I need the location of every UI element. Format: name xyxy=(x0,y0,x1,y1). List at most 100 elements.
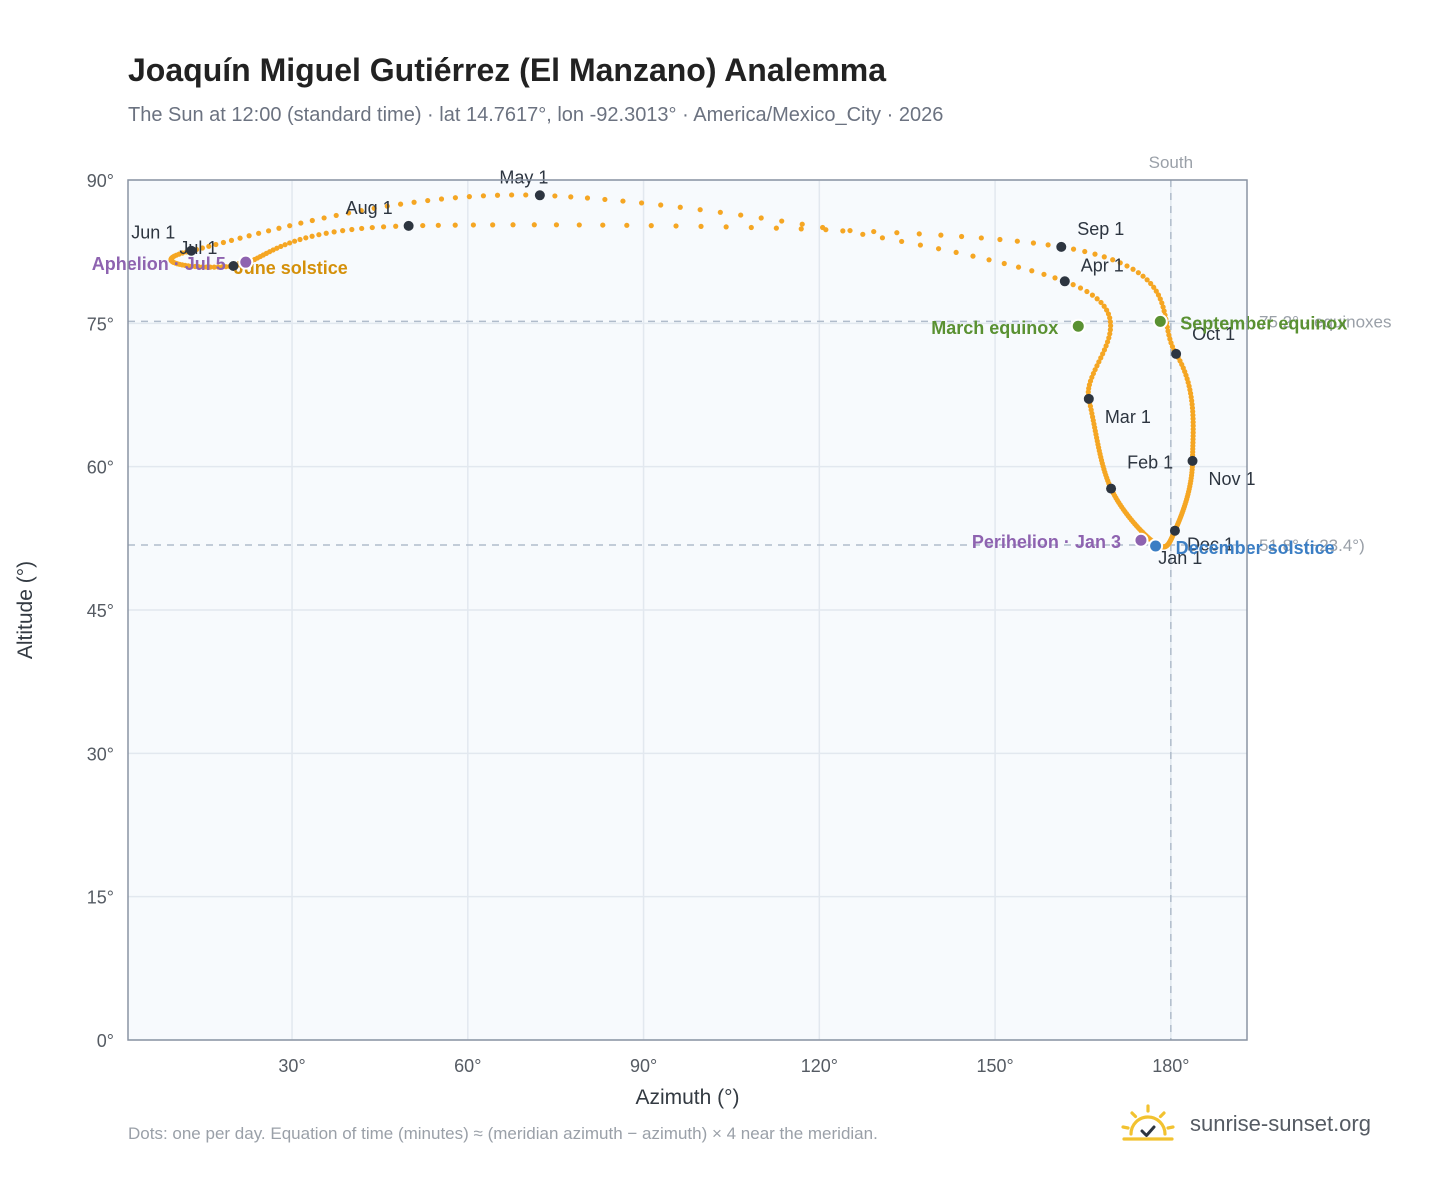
daily-dot xyxy=(1029,268,1035,274)
daily-dot xyxy=(576,222,582,228)
daily-dot xyxy=(1166,332,1172,338)
daily-dot xyxy=(228,237,235,243)
plot-frame xyxy=(127,179,1248,1041)
month-marker-label: Mar 1 xyxy=(1105,407,1151,427)
daily-dot xyxy=(303,235,309,241)
daily-dot xyxy=(1104,339,1111,345)
daily-dot xyxy=(894,230,900,236)
daily-dot xyxy=(1094,363,1100,369)
daily-dot xyxy=(798,226,804,232)
daily-dot xyxy=(1045,242,1051,248)
daily-dot xyxy=(673,223,679,229)
daily-dot xyxy=(799,221,805,227)
daily-dot xyxy=(435,222,441,228)
chart-subtitle: The Sun at 12:00 (standard time) · lat 1… xyxy=(128,104,944,126)
daily-dot xyxy=(523,192,529,198)
daily-dot xyxy=(677,204,683,210)
event-marker xyxy=(1148,538,1164,554)
daily-dot xyxy=(1155,292,1162,298)
daily-dot xyxy=(358,207,364,214)
event-marker xyxy=(238,254,254,270)
daily-dot xyxy=(420,222,426,229)
daily-dot xyxy=(331,229,337,235)
daily-dot xyxy=(531,222,537,228)
daily-dot xyxy=(879,235,886,241)
month-marker xyxy=(1171,348,1182,359)
daily-dot xyxy=(316,232,322,238)
daily-dot xyxy=(1140,273,1146,279)
daily-dot xyxy=(237,235,243,241)
daily-dot xyxy=(1041,271,1047,277)
daily-dot xyxy=(1107,327,1113,333)
daily-dot xyxy=(1098,355,1104,361)
daily-dot xyxy=(1101,303,1107,309)
daily-dot xyxy=(1124,263,1130,269)
month-marker-label: Feb 1 xyxy=(1127,453,1173,473)
daily-dot xyxy=(958,233,965,240)
daily-dot xyxy=(600,222,606,228)
daily-dot xyxy=(1153,288,1159,294)
x-tick-label: 180° xyxy=(1152,1056,1189,1076)
daily-dot xyxy=(1107,319,1113,325)
daily-dot xyxy=(938,232,944,238)
month-marker-label: Jan 1 xyxy=(1158,548,1202,568)
month-marker xyxy=(228,261,239,271)
chart-title: Joaquín Miguel Gutiérrez (El Manzano) An… xyxy=(128,52,887,88)
daily-dot xyxy=(823,227,829,233)
daily-dot xyxy=(779,218,785,224)
month-marker xyxy=(534,190,545,201)
month-marker xyxy=(1059,276,1070,287)
event-markers: March equinox June solstice September equi… xyxy=(92,254,1348,558)
daily-dot xyxy=(860,231,866,237)
daily-dot xyxy=(935,246,942,252)
brand[interactable]: sunrise-sunset.org xyxy=(1120,1102,1371,1146)
month-marker xyxy=(403,220,414,231)
daily-dot xyxy=(552,193,558,199)
daily-dot xyxy=(346,210,352,216)
daily-dot xyxy=(624,222,630,228)
daily-dot xyxy=(298,220,304,226)
daily-dot xyxy=(297,236,303,243)
event-label: December solstice xyxy=(1176,538,1335,558)
reference-line-label: 51.8° (−23.4°) xyxy=(1259,536,1365,555)
month-marker xyxy=(1187,455,1198,466)
daily-dot xyxy=(648,223,654,229)
daily-dot xyxy=(333,212,339,219)
daily-dot xyxy=(384,203,390,209)
x-tick-label: 60° xyxy=(454,1056,481,1076)
daily-dot xyxy=(276,225,282,231)
daily-dot xyxy=(196,264,202,270)
daily-dot xyxy=(658,202,664,208)
daily-dot xyxy=(717,209,723,215)
daily-dot xyxy=(278,243,284,250)
daily-dot xyxy=(265,228,272,234)
daily-dot xyxy=(1014,238,1020,244)
daily-dot xyxy=(840,228,846,234)
daily-dot xyxy=(620,198,626,204)
daily-dot xyxy=(220,239,227,246)
x-tick-label: 90° xyxy=(630,1056,657,1076)
y-axis-label: Altitude (°) xyxy=(14,561,37,659)
daily-dot xyxy=(1160,304,1166,310)
daily-dot xyxy=(1100,351,1106,357)
daily-dot xyxy=(917,242,923,248)
daily-dot xyxy=(490,222,496,228)
daily-dot xyxy=(638,200,645,206)
daily-dot xyxy=(309,233,315,239)
month-marker-label: Sep 1 xyxy=(1077,219,1124,239)
daily-dot xyxy=(359,225,365,232)
daily-dot xyxy=(1098,299,1104,306)
reference-line-label: 75.2° · equinoxes xyxy=(1259,312,1392,331)
daily-dot xyxy=(1106,335,1112,341)
event-marker xyxy=(1152,313,1168,329)
daily-dot xyxy=(997,236,1003,243)
daily-dot xyxy=(1094,296,1100,302)
daily-dot xyxy=(1092,251,1098,257)
month-marker xyxy=(1083,393,1094,404)
footnote: Dots: one per day. Equation of time (min… xyxy=(128,1124,878,1143)
daily-dot xyxy=(411,199,417,205)
event-label: June solstice xyxy=(234,258,348,278)
y-tick-label: 0° xyxy=(97,1031,114,1051)
daily-dot xyxy=(282,242,288,248)
daily-dot xyxy=(203,264,209,270)
